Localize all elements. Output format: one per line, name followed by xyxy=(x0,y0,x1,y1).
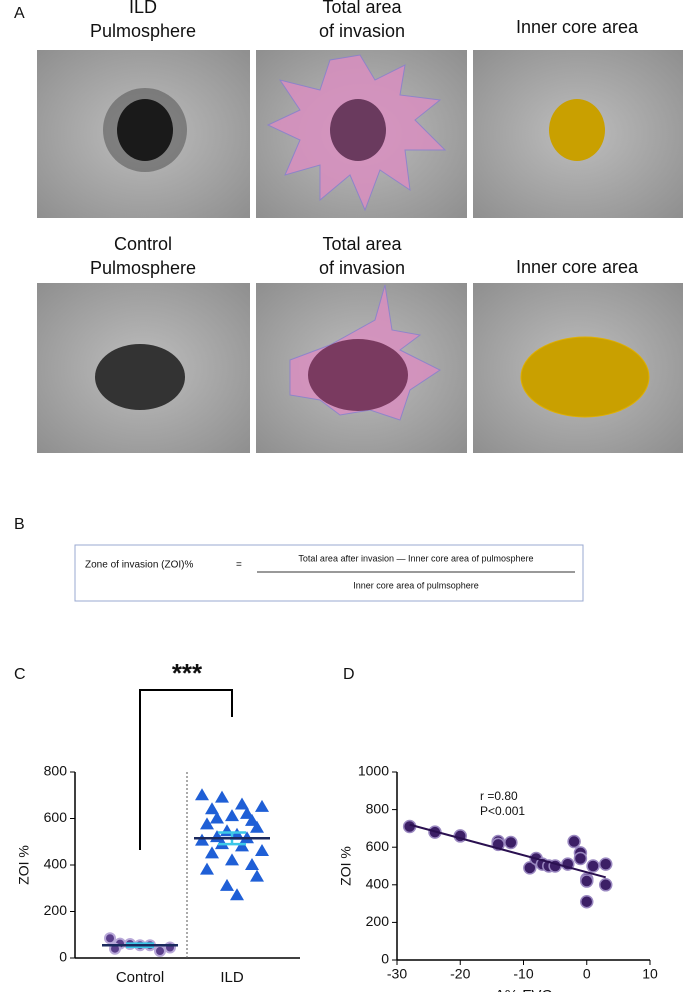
data-point xyxy=(250,820,264,833)
image-title: of invasion xyxy=(319,258,405,278)
formula-denominator: Inner core area of pulmsophere xyxy=(353,580,479,590)
core xyxy=(549,99,605,161)
data-point xyxy=(235,839,249,852)
data-point xyxy=(573,851,588,866)
core xyxy=(95,344,185,410)
data-point xyxy=(230,888,244,901)
image-title: Inner core area xyxy=(516,17,639,37)
y-tick-label: 400 xyxy=(44,856,68,872)
data-point xyxy=(205,846,219,859)
image-title: Inner core area xyxy=(516,257,639,277)
core xyxy=(520,336,650,418)
x-tick-label: -20 xyxy=(450,966,470,982)
panel-label: C xyxy=(14,666,26,683)
image-title: Pulmosphere xyxy=(90,21,196,41)
data-point xyxy=(567,834,581,849)
image-title: Control xyxy=(114,234,172,254)
y-tick-label: 200 xyxy=(44,902,68,918)
data-point xyxy=(523,861,537,875)
x-tick-label: Control xyxy=(116,969,164,986)
data-point xyxy=(154,945,166,958)
data-point xyxy=(504,835,518,850)
image-title: ILD xyxy=(129,0,157,17)
data-point xyxy=(586,859,600,873)
formula-numerator: Total area after invasion — Inner core a… xyxy=(298,553,533,563)
data-point xyxy=(580,874,594,888)
data-point xyxy=(250,869,264,882)
y-tick-label: 400 xyxy=(366,876,390,892)
annotation: P<0.001 xyxy=(480,804,525,818)
fit-line xyxy=(409,823,606,879)
data-point xyxy=(205,802,219,815)
formula-box xyxy=(74,544,584,602)
data-point xyxy=(245,858,259,870)
formula-left: Zone of invasion (ZOI)% xyxy=(85,560,193,571)
y-axis-label: ZOI % xyxy=(338,846,354,886)
panel-label: A xyxy=(14,5,25,22)
x-tick-label: 0 xyxy=(583,966,591,982)
y-tick-label: 0 xyxy=(381,951,389,967)
panel-label: B xyxy=(14,516,25,533)
y-tick-label: 600 xyxy=(366,838,390,854)
formula-equals: = xyxy=(236,560,242,571)
y-tick-label: 800 xyxy=(366,800,390,816)
image-title: Total area xyxy=(322,234,402,254)
core xyxy=(117,99,173,161)
panel-label: D xyxy=(343,666,355,683)
data-point xyxy=(215,790,229,803)
image-title: Pulmosphere xyxy=(90,258,196,278)
data-point xyxy=(235,797,249,810)
data-point xyxy=(200,862,214,875)
data-point xyxy=(200,817,214,830)
data-point xyxy=(580,894,594,909)
data-point xyxy=(225,853,239,866)
y-tick-label: 600 xyxy=(44,809,68,825)
image-title: of invasion xyxy=(319,21,405,41)
annotation: r =0.80 xyxy=(480,789,518,803)
core xyxy=(308,339,408,411)
images xyxy=(37,50,683,453)
y-tick-label: 800 xyxy=(44,763,68,779)
image-title: Total area xyxy=(322,0,402,17)
data-point xyxy=(598,878,613,892)
y-tick-label: 1000 xyxy=(358,763,389,779)
data-point xyxy=(255,799,269,812)
y-axis-label: ZOI % xyxy=(16,845,32,885)
data-point xyxy=(240,806,254,819)
data-point xyxy=(225,809,239,822)
x-axis-label: Δ% FVC xyxy=(495,987,553,992)
data-point xyxy=(230,827,244,840)
x-tick-label: -10 xyxy=(513,966,533,982)
x-tick-label: ILD xyxy=(220,969,244,986)
data-point xyxy=(104,932,116,945)
data-point xyxy=(598,857,613,871)
core xyxy=(330,99,386,161)
y-tick-label: 0 xyxy=(59,949,67,965)
data-point xyxy=(255,844,269,857)
data-point xyxy=(210,811,224,824)
significance: *** xyxy=(172,658,203,688)
x-tick-label: -30 xyxy=(387,966,407,982)
data-point xyxy=(195,788,209,801)
y-tick-label: 200 xyxy=(366,913,390,929)
data-point xyxy=(245,813,259,826)
significance-bracket xyxy=(139,689,233,850)
data-point xyxy=(220,878,234,891)
x-tick-label: 10 xyxy=(642,966,658,982)
data-point xyxy=(195,833,209,846)
